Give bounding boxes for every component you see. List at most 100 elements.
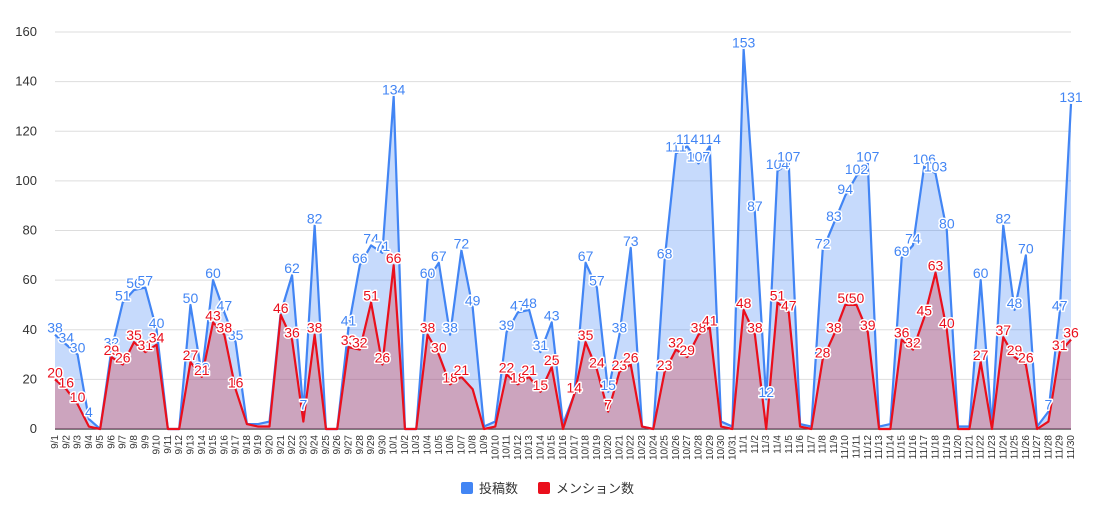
data-label: 57: [589, 273, 605, 289]
data-label: 32: [668, 335, 684, 351]
data-label: 7: [1045, 397, 1053, 413]
legend: 投稿数 メンション数: [0, 478, 1095, 497]
x-tick-label: 9/12: [174, 435, 185, 455]
x-tick-label: 10/17: [569, 435, 580, 460]
data-label: 32: [104, 335, 120, 351]
data-label: 153: [732, 34, 756, 50]
x-tick-label: 9/19: [253, 435, 264, 455]
data-label: 43: [205, 307, 221, 323]
data-label: 33: [341, 332, 357, 348]
data-label: 30: [70, 340, 86, 356]
x-tick-label: 9/11: [163, 435, 174, 454]
x-tick-label: 9/26: [332, 435, 343, 455]
data-label: 107: [777, 149, 801, 165]
x-tick-label: 10/8: [468, 435, 479, 455]
x-tick-label: 10/11: [502, 435, 513, 460]
x-tick-label: 10/5: [434, 435, 445, 455]
data-label: 51: [115, 287, 131, 303]
data-label: 107: [856, 149, 880, 165]
data-label: 111: [665, 139, 686, 155]
legend-item-mentions[interactable]: メンション数: [538, 478, 634, 497]
x-tick-label: 11/21: [964, 435, 975, 460]
x-tick-label: 10/30: [716, 435, 727, 460]
x-tick-label: 10/20: [603, 435, 614, 460]
data-label: 21: [454, 362, 470, 378]
x-tick-label: 10/29: [705, 435, 716, 460]
data-label: 16: [58, 374, 74, 390]
x-tick-label: 9/22: [287, 435, 298, 455]
data-label: 10: [70, 389, 86, 405]
x-tick-label: 9/6: [106, 435, 117, 449]
data-label: 37: [995, 322, 1011, 338]
legend-label-posts: 投稿数: [478, 482, 518, 497]
x-tick-label: 11/8: [818, 435, 829, 454]
x-tick-label: 11/13: [874, 435, 885, 460]
x-tick-label: 9/8: [129, 435, 140, 449]
data-label: 73: [623, 233, 639, 249]
data-label: 20: [47, 364, 63, 380]
data-label: 38: [47, 320, 63, 336]
x-tick-label: 10/27: [682, 435, 693, 460]
x-tick-label: 10/21: [614, 435, 625, 460]
data-label: 26: [115, 349, 131, 365]
data-label: 48: [1007, 295, 1023, 311]
data-label: 38: [747, 320, 763, 336]
data-label: 36: [284, 325, 300, 341]
data-label: 51: [770, 287, 786, 303]
x-tick-label: 10/19: [592, 435, 603, 460]
data-label: 47: [1052, 297, 1068, 313]
legend-item-posts[interactable]: 投稿数: [460, 478, 518, 497]
x-tick-label: 9/16: [219, 435, 230, 455]
data-label: 27: [973, 347, 989, 363]
data-label: 36: [894, 325, 910, 341]
x-tick-label: 9/4: [84, 435, 95, 449]
data-label: 26: [1018, 349, 1034, 365]
y-tick-label: 0: [30, 421, 37, 436]
data-label: 56: [126, 275, 142, 291]
data-label: 62: [284, 260, 300, 276]
x-tick-label: 10/25: [660, 435, 671, 460]
data-label: 4: [85, 404, 93, 420]
data-label: 38: [217, 320, 233, 336]
x-tick-label: 11/27: [1032, 435, 1043, 460]
data-label: 22: [194, 359, 210, 375]
x-tick-label: 10/2: [400, 435, 411, 455]
data-label: 39: [499, 317, 515, 333]
series-area-1: [55, 265, 1071, 429]
data-label: 51: [363, 287, 379, 303]
data-label: 12: [758, 384, 774, 400]
data-label: 71: [375, 238, 391, 254]
data-label: 68: [657, 245, 673, 261]
x-tick-label: 9/28: [355, 435, 366, 455]
data-label: 35: [228, 327, 244, 343]
data-label: 80: [939, 216, 955, 232]
legend-label-mentions: メンション数: [556, 482, 635, 497]
data-label: 104: [766, 156, 790, 172]
data-label: 38: [826, 320, 842, 336]
data-label: 29: [679, 342, 695, 358]
x-tick-label: 10/23: [637, 435, 648, 460]
x-tick-label: 10/22: [626, 435, 637, 460]
data-label: 15: [533, 377, 549, 393]
x-tick-label: 10/28: [693, 435, 704, 460]
data-label: 47: [510, 297, 526, 313]
x-tick-label: 11/7: [806, 435, 817, 454]
data-label: 47: [217, 297, 233, 313]
data-label: 131: [1059, 89, 1083, 105]
data-label: 35: [578, 327, 594, 343]
x-tick-label: 11/28: [1043, 435, 1054, 460]
x-tick-label: 10/10: [490, 435, 501, 460]
data-label: 60: [973, 265, 989, 281]
data-label: 32: [352, 335, 368, 351]
x-tick-label: 11/6: [795, 435, 806, 454]
data-label: 29: [104, 342, 120, 358]
x-tick-label: 9/1: [50, 435, 61, 449]
data-label: 21: [521, 362, 537, 378]
data-label: 34: [58, 330, 74, 346]
data-label: 23: [657, 357, 673, 373]
data-label: 72: [815, 235, 831, 251]
data-label: 46: [273, 300, 289, 316]
x-tick-label: 11/4: [772, 435, 783, 454]
data-label: 106: [913, 151, 937, 167]
x-tick-label: 10/18: [581, 435, 592, 460]
